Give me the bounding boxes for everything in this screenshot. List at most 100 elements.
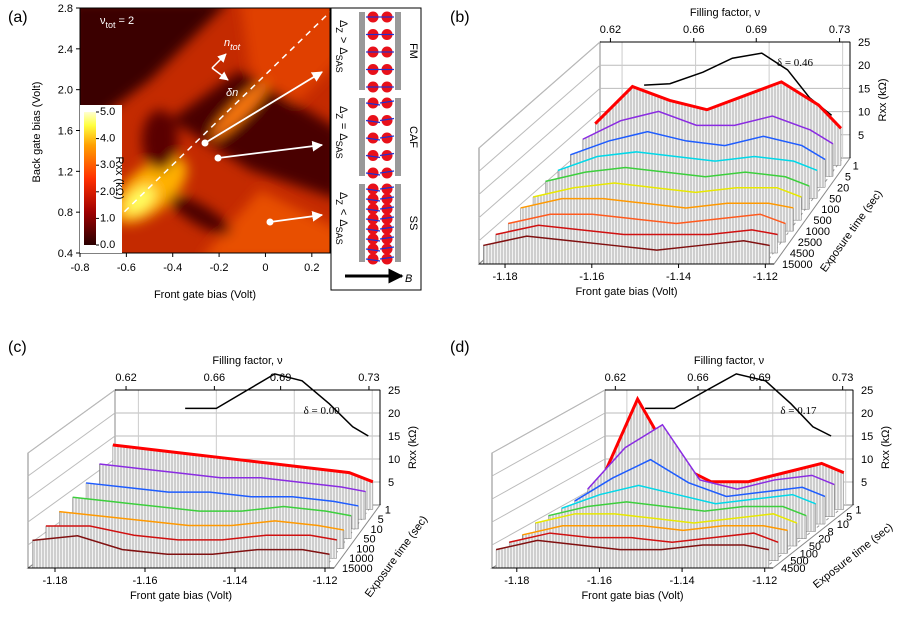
x2-tick-label: 0.66 [683,24,704,36]
spin [367,223,379,235]
z-axis-title: Rxx (kΩ) [880,426,892,469]
series-line [532,182,802,198]
depth-tick-label: 50 [363,534,375,546]
series-line [520,197,794,209]
series-line [599,395,845,484]
grid-line [27,389,116,454]
spin-arrow [379,246,395,250]
spin-arrow [379,196,395,200]
panel-label: (a) [8,9,28,26]
z-tick-label: 5 [388,477,394,489]
spin-arrow [365,172,381,176]
spin-arrow [365,137,381,141]
depth-tick-label: 500 [790,556,808,568]
x-tick-label: -1.16 [132,575,157,587]
arrow [211,53,227,69]
depth-tick-label: 20 [818,534,830,546]
y-tick-label: 1.2 [58,166,73,178]
x-tick-label: -1.12 [753,271,778,283]
y-axis-title: Back gate bias (Volt) [31,82,43,183]
blob [211,81,269,139]
spin [381,243,393,255]
x-tick-label: 0.2 [304,262,319,274]
spin-arrow [365,102,381,106]
spin [381,97,393,109]
z-tick-label: 10 [388,454,400,466]
x2-tick-label: 0.66 [687,372,708,384]
y-tick-label: 0.8 [58,207,73,219]
depth-tick-label: 100 [800,548,818,560]
spin [381,193,393,205]
arrow [211,67,229,81]
x-tick-label: -1.14 [222,575,247,587]
spin-arrow [365,208,381,212]
series-line [59,510,345,531]
depth-tick-label: 10 [371,524,383,536]
spin-arrow [365,238,381,242]
x-tick-label: -1.12 [752,575,777,587]
spin-arrow [365,154,381,159]
y-tick-label: 2.0 [58,85,73,97]
delta: Δ [337,219,349,227]
colorbar-tick-label: 1.0 [100,212,115,224]
x-axis-title: Front gate bias (Volt) [575,286,677,298]
z-tick-label: 5 [858,130,864,142]
y-tick-label: 2.8 [58,3,73,15]
x2-axis-title: Filling factor, ν [694,355,765,367]
x2-tick-label: 0.62 [115,372,136,384]
depth-tick-label: 20 [837,182,849,194]
spin-arrow [379,152,395,157]
arrow [269,210,324,223]
spin-arrow [365,188,381,192]
sas-sub: SAS [334,227,344,245]
series-line [557,151,818,172]
spin [381,183,393,195]
grid-line [478,111,601,218]
depth-tick-label: 50 [829,193,841,205]
x-axis-title: Front gate bias (Volt) [130,590,232,602]
grid-line [491,458,606,523]
z-tick-label: 25 [858,37,870,49]
x-tick-label: -1.18 [492,271,517,283]
series-line [509,532,779,544]
blob [142,110,178,170]
reference-curve [645,373,832,437]
z-sub: Z [334,113,344,119]
depth-tick-label: 50 [809,541,821,553]
z-sub: Z [334,27,344,33]
grid-line [491,412,606,477]
grid-line [491,389,606,454]
spin [381,167,393,179]
x-axis-title: Front gate bias (Volt) [154,289,256,301]
x-tick-label: -1.12 [312,575,337,587]
phase-label: CAF [407,126,419,148]
series-line [548,501,807,517]
spin [367,167,379,179]
depth-tick-label: 1 [853,160,859,172]
blob [80,8,222,133]
depth-tick-label: 15000 [342,563,373,575]
x-tick-label: -1.18 [42,575,67,587]
spin-arrow [365,248,381,252]
grid-line [27,412,116,477]
x-tick-label: -1.14 [670,575,695,587]
point [214,154,222,162]
z-tick-label: 20 [858,60,870,72]
x2-axis-title: Filling factor, ν [690,7,761,19]
spin [367,203,379,215]
relation: ΔZ=ΔSAS [334,106,349,159]
bar [359,98,365,176]
x2-tick-label: 0.66 [204,372,225,384]
spin-arrow [365,119,381,124]
series-line [495,224,778,236]
series-line [587,423,835,490]
x-tick-label: -0.4 [163,262,182,274]
spin-arrow [365,228,381,232]
depth-tick-label: 100 [821,204,839,216]
colorbar-tick-label: 4.0 [100,133,115,145]
x2-tick-label: 0.73 [832,372,853,384]
y-tick-label: 2.4 [58,44,73,56]
series-line [574,458,826,502]
z-tick-label: 20 [861,408,873,420]
spin [367,115,379,126]
